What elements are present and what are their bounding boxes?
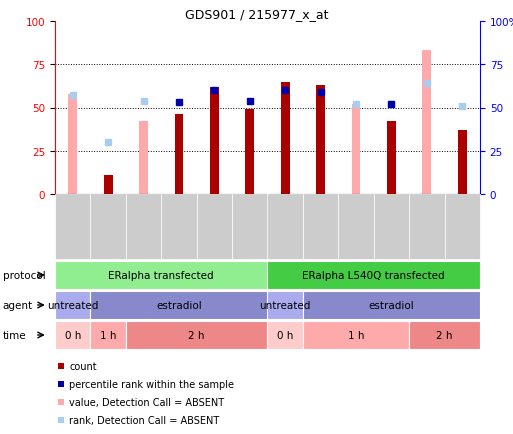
Text: time: time — [3, 330, 26, 340]
Bar — [210, 88, 219, 194]
Text: value, Detection Call = ABSENT: value, Detection Call = ABSENT — [69, 397, 225, 407]
Text: count: count — [69, 361, 97, 371]
Text: agent: agent — [3, 300, 33, 310]
Text: GDS901 / 215977_x_at: GDS901 / 215977_x_at — [185, 8, 328, 21]
Text: untreated: untreated — [47, 300, 98, 310]
Text: estradiol: estradiol — [156, 300, 202, 310]
Bar — [316, 86, 325, 194]
Text: 1 h: 1 h — [100, 330, 116, 340]
Text: 1 h: 1 h — [348, 330, 364, 340]
Text: estradiol: estradiol — [368, 300, 415, 310]
Bar — [245, 110, 254, 194]
Text: percentile rank within the sample: percentile rank within the sample — [69, 379, 234, 389]
Bar — [104, 176, 112, 194]
Bar — [351, 105, 361, 194]
Bar — [458, 131, 467, 194]
Text: 2 h: 2 h — [188, 330, 205, 340]
Bar — [422, 51, 431, 194]
Bar — [174, 115, 183, 194]
Text: ERalpha L540Q transfected: ERalpha L540Q transfected — [303, 270, 445, 280]
Text: 0 h: 0 h — [277, 330, 293, 340]
Text: rank, Detection Call = ABSENT: rank, Detection Call = ABSENT — [69, 415, 220, 425]
Bar — [281, 82, 290, 194]
Text: 0 h: 0 h — [65, 330, 81, 340]
Bar — [68, 95, 77, 194]
Text: 2 h: 2 h — [437, 330, 453, 340]
Text: ERalpha transfected: ERalpha transfected — [108, 270, 214, 280]
Text: protocol: protocol — [3, 270, 45, 280]
Text: untreated: untreated — [260, 300, 311, 310]
Bar — [387, 122, 396, 194]
Bar — [139, 122, 148, 194]
